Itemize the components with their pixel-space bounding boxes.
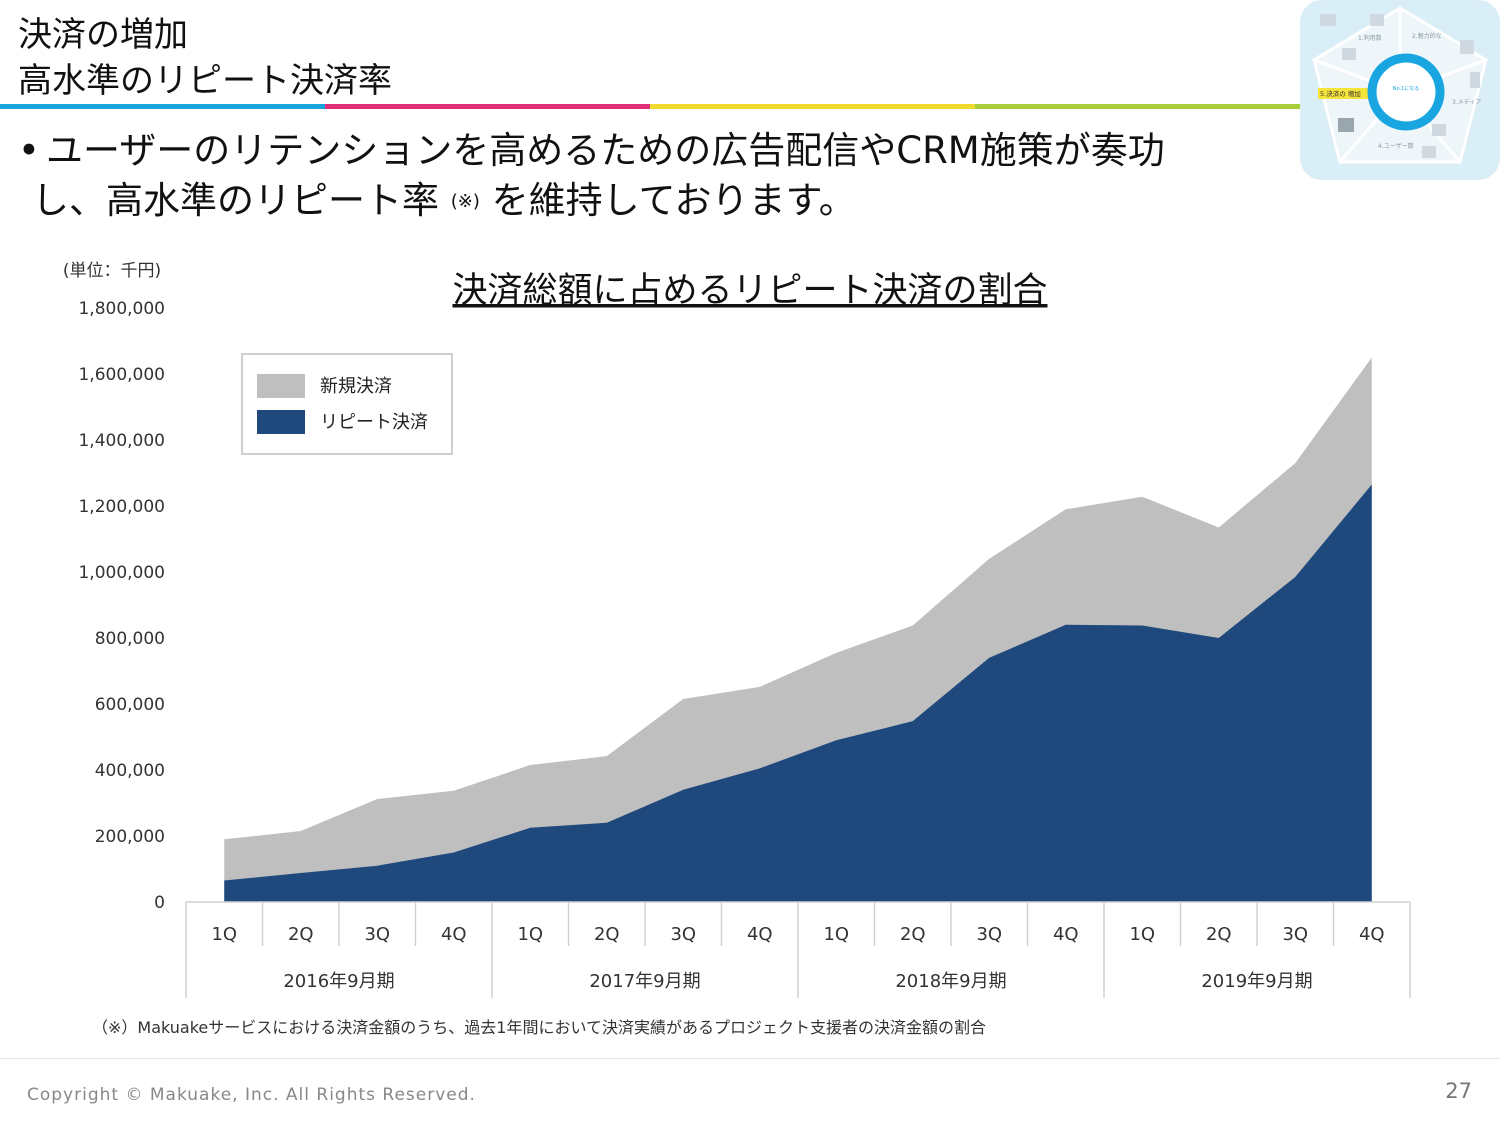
x-tick-label: 3Q xyxy=(1282,924,1308,945)
y-tick-label: 1,400,000 xyxy=(78,431,165,451)
x-tick-label: 2Q xyxy=(900,924,926,945)
diagram-item-5-highlight xyxy=(1318,88,1368,99)
diagram-center xyxy=(1377,63,1435,121)
accent-segment-green xyxy=(975,104,1300,109)
accent-segment-pink xyxy=(325,104,650,109)
accent-segment-yellow xyxy=(650,104,975,109)
x-tick-label: 4Q xyxy=(1359,924,1385,945)
y-tick-label: 1,800,000 xyxy=(78,299,165,319)
bullet-note-mark: (※) xyxy=(450,191,480,212)
repeat-payment-area-chart: 決済総額に占めるリピート決済の割合 (単位：千円) 1,800,000 1,600,0… xyxy=(63,261,1411,998)
diagram-item-4: 4.ユーザー数 xyxy=(1378,142,1414,150)
x-tick-label: 4Q xyxy=(441,924,467,945)
document-icon xyxy=(1342,48,1356,60)
diagram-ring xyxy=(1367,53,1445,131)
legend-box xyxy=(241,353,453,455)
hexagon-icon xyxy=(1460,40,1474,54)
diagram-item-5: 5.決済の 増加 xyxy=(1320,89,1361,98)
x-group-label: 2017年9月期 xyxy=(589,971,700,992)
diagram-item-1: 1.利用数 xyxy=(1358,34,1382,42)
title-accent-bar xyxy=(0,104,1300,109)
unit-label: (単位：千円) xyxy=(63,261,161,281)
x-tick-label: 3Q xyxy=(364,924,390,945)
y-tick-label: 800,000 xyxy=(95,629,165,649)
people-icon xyxy=(1370,14,1384,26)
x-tick-label: 3Q xyxy=(670,924,696,945)
legend-label-repeat: リピート決済 xyxy=(320,412,428,433)
users-icon xyxy=(1432,124,1446,136)
page-number: 27 xyxy=(1445,1079,1472,1103)
legend-swatch-repeat xyxy=(257,410,305,434)
page-title-line1: 決済の増加 xyxy=(18,15,188,55)
chat-icon xyxy=(1320,14,1336,26)
series-area-repeat-payment xyxy=(224,484,1372,902)
diagram-item-3: 3.メディア xyxy=(1452,98,1481,106)
x-tick-label: 3Q xyxy=(976,924,1002,945)
y-tick-label: 400,000 xyxy=(95,761,165,781)
accent-segment-blue xyxy=(0,104,325,109)
bullet-text: • ユーザーのリテンションを高めるための広告配信やCRM施策が奏功 し、高水準のリ… xyxy=(18,126,1165,227)
diagram-center-text: No.1になる xyxy=(1393,85,1419,92)
y-tick-label: 1,600,000 xyxy=(78,365,165,385)
x-tick-label: 4Q xyxy=(1053,924,1079,945)
y-tick-label: 0 xyxy=(154,893,165,913)
chart-title: 決済総額に占めるリピート決済の割合 xyxy=(452,271,1047,311)
y-tick-label: 200,000 xyxy=(95,827,165,847)
diagram-item-2: 2.魅力的な xyxy=(1412,32,1442,40)
y-tick-label: 1,000,000 xyxy=(78,563,165,583)
x-tick-label: 1Q xyxy=(517,924,543,945)
bar-chart-icon xyxy=(1422,146,1436,158)
x-tick-label: 2Q xyxy=(1206,924,1232,945)
legend-swatch-new xyxy=(257,374,305,398)
page-title-line2: 高水準のリピート決済率 xyxy=(18,61,392,101)
x-tick-label: 4Q xyxy=(747,924,773,945)
x-tick-label: 1Q xyxy=(823,924,849,945)
bullet-line2-b: を維持しております。 xyxy=(491,179,856,222)
x-tick-label: 1Q xyxy=(211,924,237,945)
x-tick-label: 2Q xyxy=(288,924,314,945)
x-tick-label: 1Q xyxy=(1129,924,1155,945)
y-tick-label: 1,200,000 xyxy=(78,497,165,517)
growth-cycle-diagram: 1.利用数 2.魅力的な 3.メディア 4.ユーザー数 5.決済の 増加 No.… xyxy=(1300,0,1500,180)
cart-icon xyxy=(1338,118,1354,132)
x-group-label: 2019年9月期 xyxy=(1201,971,1312,992)
x-tick-label: 2Q xyxy=(594,924,620,945)
bullet-line2-a: し、高水準のリピート率 xyxy=(32,179,439,222)
copyright: Copyright © Makuake, Inc. All Rights Res… xyxy=(27,1085,476,1105)
x-group-label: 2018年9月期 xyxy=(895,971,1006,992)
footnote: （※）Makuakeサービスにおける決済金額のうち、過去1年間において決済実績が… xyxy=(92,1018,986,1037)
legend-label-new: 新規決済 xyxy=(320,376,392,397)
page-title: 決済の増加 高水準のリピート決済率 xyxy=(18,12,392,104)
bullet-dot: • xyxy=(18,129,40,172)
footer-divider xyxy=(0,1058,1500,1059)
y-tick-label: 600,000 xyxy=(95,695,165,715)
x-group-label: 2016年9月期 xyxy=(283,971,394,992)
phone-icon xyxy=(1470,72,1480,88)
bullet-line1: ユーザーのリテンションを高めるための広告配信やCRM施策が奏功 xyxy=(46,129,1165,172)
